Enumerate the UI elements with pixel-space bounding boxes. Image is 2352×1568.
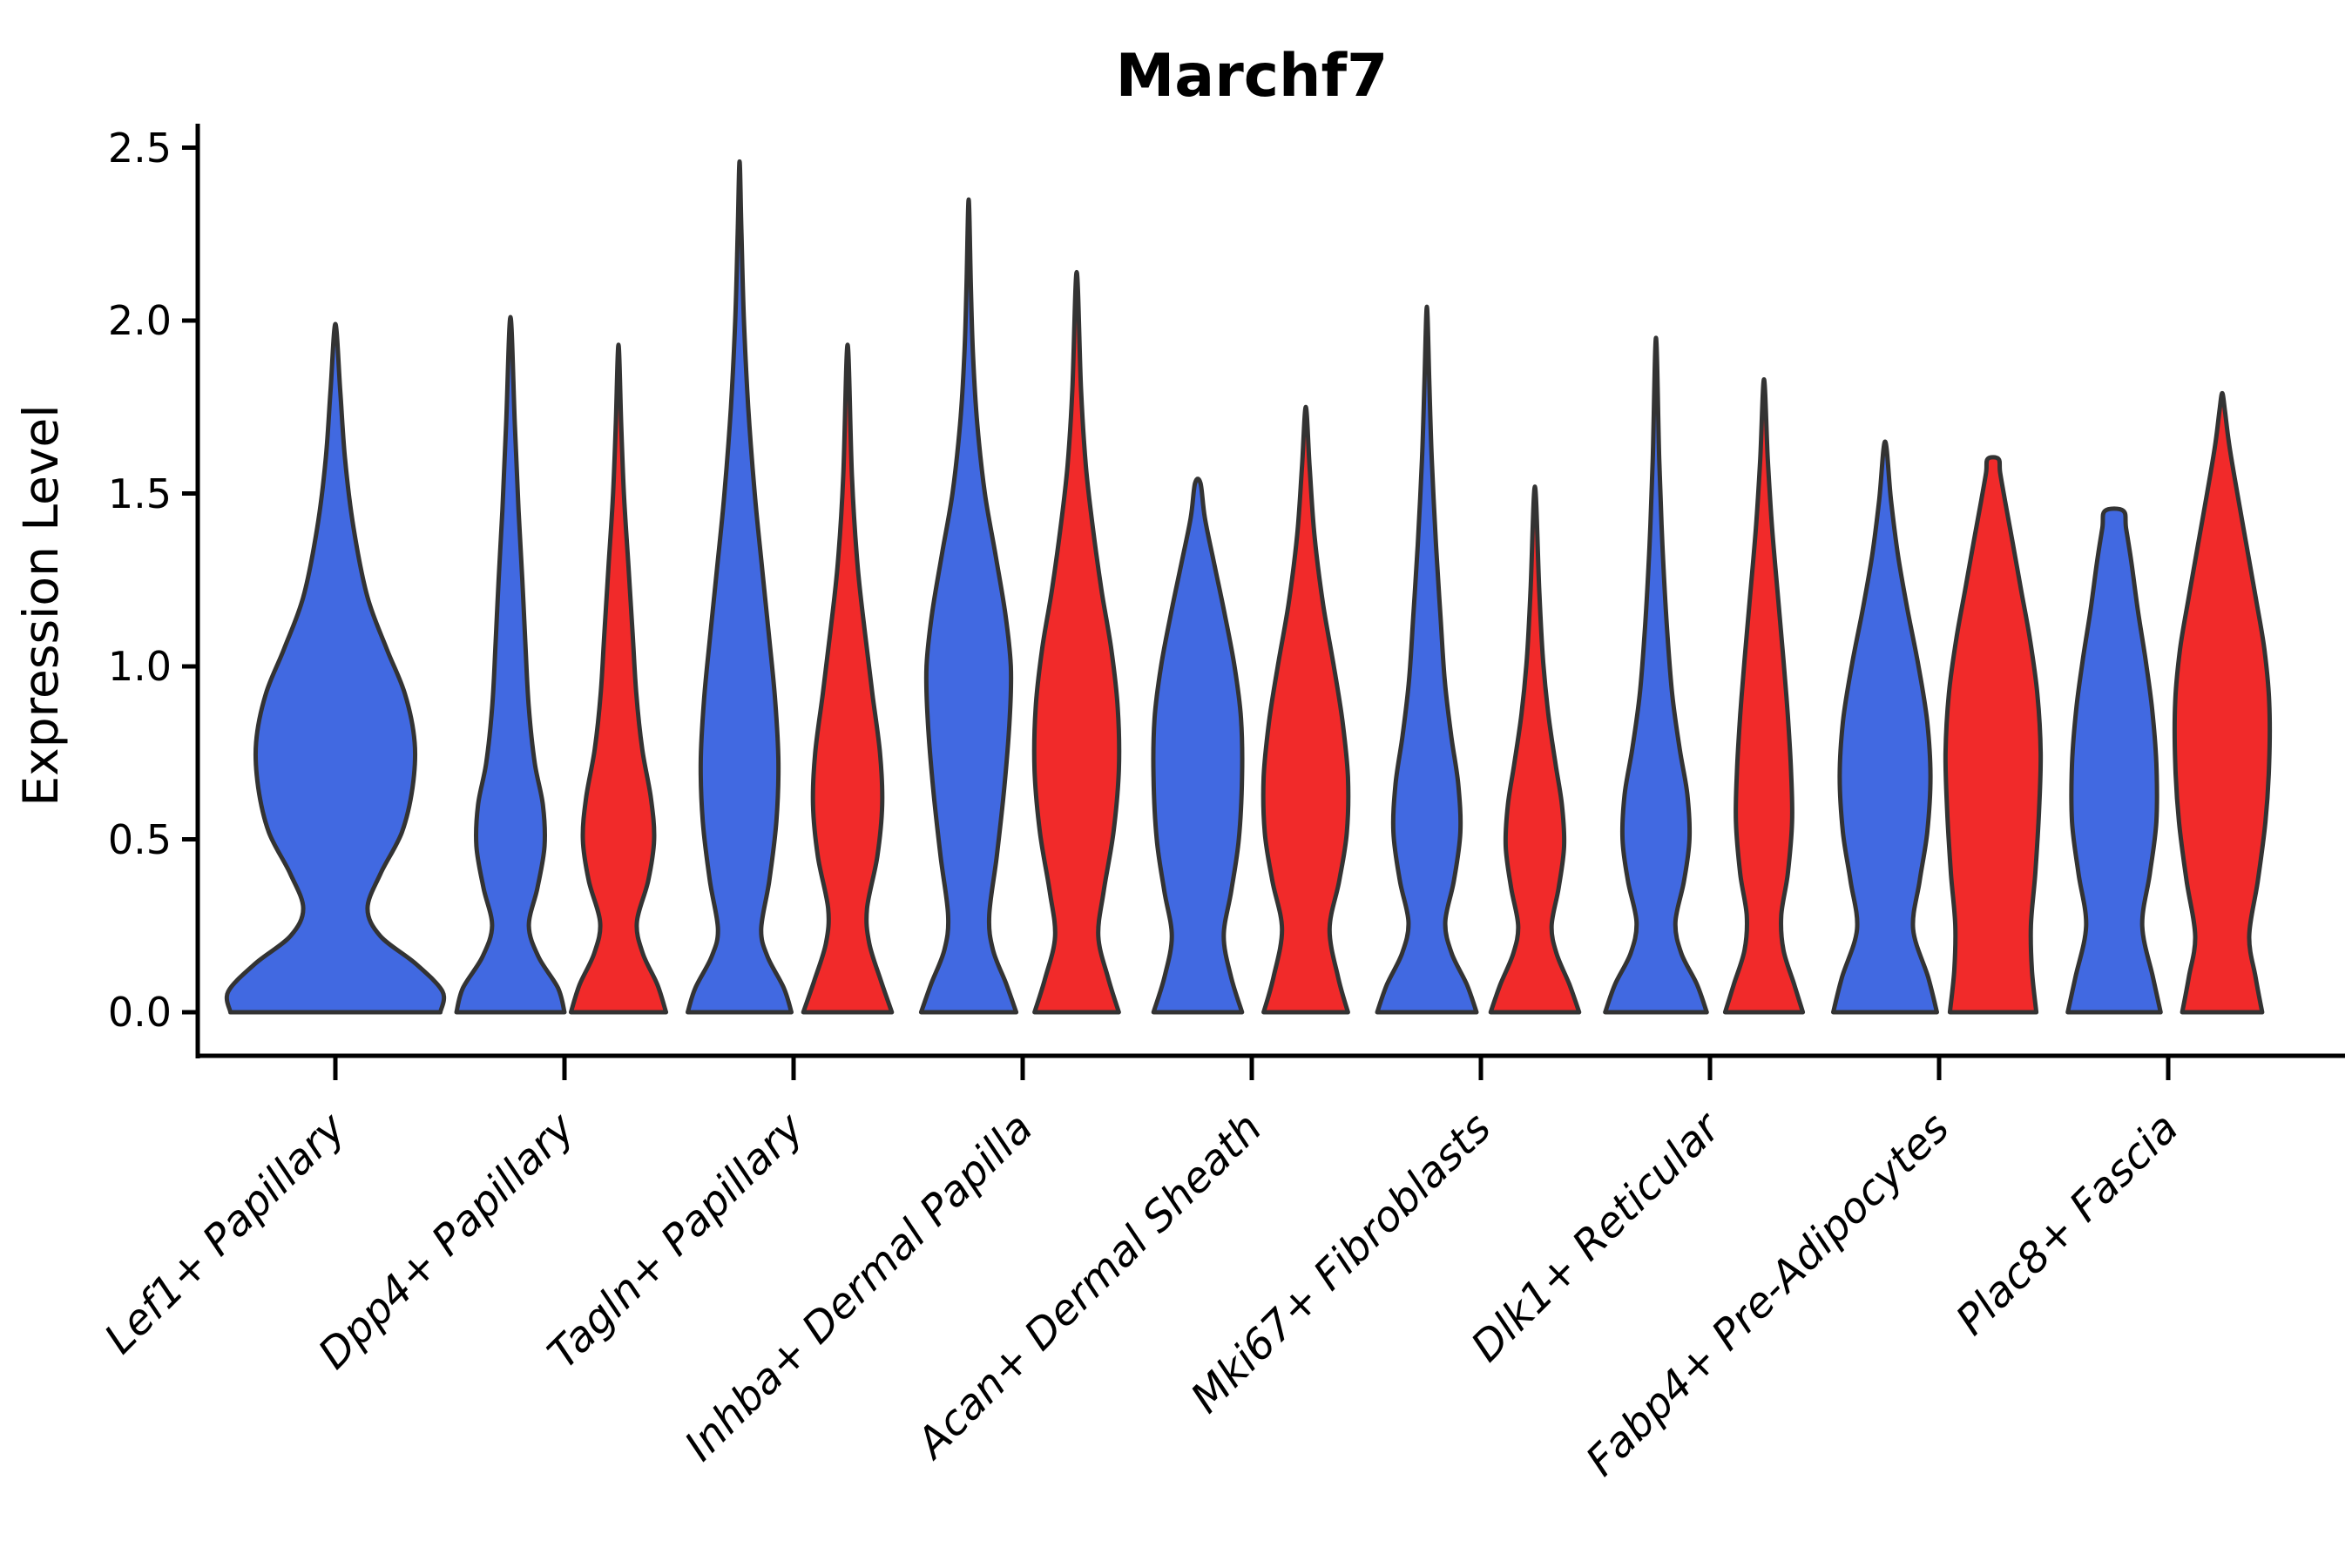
x-tick-label: Dlk1+ Reticular xyxy=(1462,1102,1732,1372)
violin-dpp4-papillary-red xyxy=(568,342,669,1015)
x-axis: Lef1+ Papillary Dpp4+ Papillary Tagln+ P… xyxy=(95,1053,2345,1486)
violin-dlk1-reticular-red xyxy=(1722,377,1806,1015)
x-tick-label: Dpp4+ Papillary xyxy=(309,1103,585,1378)
x-tick-label: Lef1+ Papillary xyxy=(95,1103,355,1363)
y-tick-label: 2.0 xyxy=(108,297,172,344)
y-tick-label: 0.5 xyxy=(108,816,172,863)
violin-dpp4-papillary-blue xyxy=(454,314,567,1015)
y-axis-label: Expression Level xyxy=(13,404,69,806)
y-tick-label: 1.5 xyxy=(108,470,172,517)
y-tick-label: 0.0 xyxy=(108,989,172,1036)
violin-mki67-fibroblasts-red xyxy=(1488,484,1582,1015)
violins xyxy=(224,159,2273,1015)
x-tick-label: Tagln+ Papillary xyxy=(538,1103,814,1378)
violin-tagln-papillary-red xyxy=(801,342,895,1015)
violin-fabp4-pre-adipocytes-red xyxy=(1943,455,2044,1015)
x-tick-label: Plac8+ Fascia xyxy=(1947,1104,2188,1345)
plot-title: Marchf7 xyxy=(1116,42,1389,111)
violin-tagln-papillary-blue xyxy=(686,159,794,1015)
violin-acan-dermal-sheath-blue xyxy=(1151,476,1245,1015)
y-axis: 0.0 0.5 1.0 1.5 2.0 2.5 xyxy=(108,124,200,1058)
y-tick-label: 2.5 xyxy=(108,125,172,172)
violin-inhba-dermal-papilla-red xyxy=(1031,269,1122,1015)
violin-dlk1-reticular-blue xyxy=(1603,335,1709,1015)
violin-lef1-papillary-blue xyxy=(224,321,447,1015)
x-tick-label: Fabp4+ Pre-Adipocytes xyxy=(1577,1104,1959,1486)
y-tick-label: 1.0 xyxy=(108,643,172,690)
violin-acan-dermal-sheath-red xyxy=(1260,404,1351,1015)
violin-fabp4-pre-adipocytes-blue xyxy=(1831,439,1939,1015)
violin-inhba-dermal-papilla-blue xyxy=(918,197,1019,1015)
violin-mki67-fibroblasts-blue xyxy=(1375,304,1479,1015)
violin-plac8-fascia-blue xyxy=(2065,506,2163,1015)
violin-plac8-fascia-red xyxy=(2172,390,2273,1015)
